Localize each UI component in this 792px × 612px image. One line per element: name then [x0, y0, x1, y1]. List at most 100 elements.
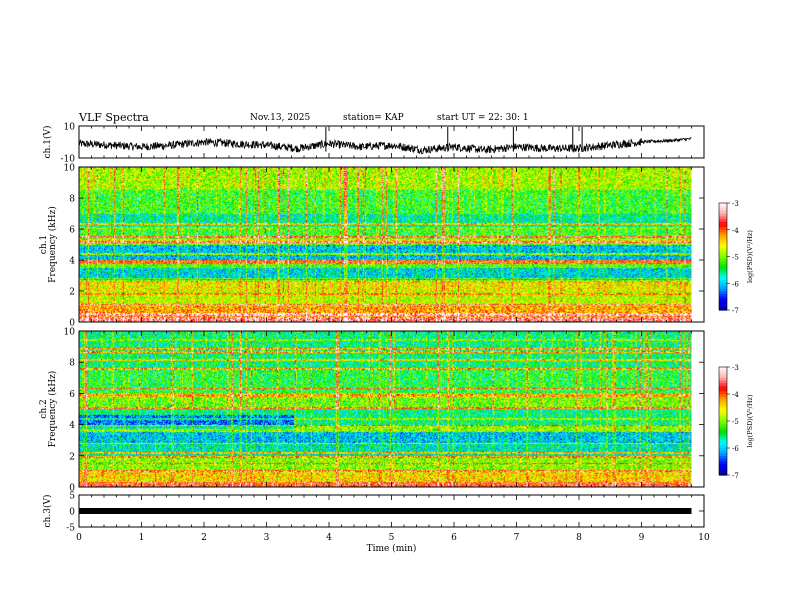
colorbar-segment	[719, 391, 727, 395]
colorbar-tick-label: -4	[732, 227, 739, 235]
colorbar-segment	[719, 466, 727, 471]
y-tick-label: 10	[64, 328, 76, 338]
colorbar-segment	[719, 256, 727, 260]
colorbar-segment	[719, 213, 727, 217]
colorbar-segment	[719, 396, 727, 400]
colorbar-segment	[719, 429, 727, 433]
colorbar-segment	[719, 426, 727, 430]
x-tick-label: 1	[139, 533, 145, 543]
colorbar-segment	[719, 243, 727, 247]
y-tick-label: 5	[69, 492, 75, 502]
y-tick-label: 6	[69, 390, 75, 400]
colorbar-segment	[719, 205, 727, 209]
colorbar-segment	[719, 232, 727, 236]
colorbar-segment	[719, 285, 727, 290]
x-tick-label: 7	[514, 533, 520, 543]
y-axis-label: ch.1	[39, 235, 49, 254]
colorbar-segment	[719, 383, 727, 387]
x-tick-label: 3	[264, 533, 270, 543]
colorbar-segment	[719, 301, 727, 306]
colorbar-segment	[719, 283, 727, 287]
colorbar-segment	[719, 410, 727, 414]
figure-title: VLF Spectra	[79, 111, 149, 124]
colorbar-segment	[719, 445, 727, 449]
colorbar-segment	[719, 275, 727, 279]
colorbar-segment	[719, 264, 727, 268]
colorbar-segment	[719, 245, 727, 250]
x-axis-label: Time (min)	[367, 543, 417, 554]
colorbar-tick-label: -3	[732, 200, 739, 208]
colorbar-segment	[719, 293, 727, 298]
colorbar-segment	[719, 372, 727, 376]
colorbar-segment	[719, 453, 727, 457]
colorbar-segment	[719, 267, 727, 271]
y-axis-label: ch.2	[39, 399, 49, 418]
colorbar-segment	[719, 224, 727, 228]
colorbar-segment	[719, 418, 727, 422]
colorbar-segment	[719, 291, 727, 295]
colorbar-segment	[719, 385, 727, 390]
colorbar-segment	[719, 434, 727, 438]
colorbar-segment	[719, 423, 727, 427]
colorbar-segment	[719, 448, 727, 452]
colorbar: -3 -4 -5 -6 -7 log(PSD)(V²/Hz)	[718, 364, 754, 480]
colorbar-segment	[719, 211, 727, 215]
colorbar-segment	[719, 299, 727, 303]
y-tick-label: 10	[64, 164, 76, 174]
panel-axes-1: 0 2 4 6 8 10 ch.1 Frequency (kHz)	[39, 164, 705, 329]
colorbar-label: log(PSD)(V²/Hz)	[746, 394, 754, 447]
date-label: Nov.13, 2025	[250, 113, 311, 123]
colorbar-tick-label: -7	[732, 307, 739, 315]
colorbar-segment	[719, 458, 727, 463]
y-tick-label: -10	[61, 155, 76, 165]
x-tick-label: 6	[451, 533, 457, 543]
colorbar-tick-label: -5	[732, 418, 739, 426]
colorbar-segment	[719, 367, 727, 371]
colorbar-segment	[719, 464, 727, 468]
colorbar-segment	[719, 304, 727, 308]
x-tick-label: 2	[201, 533, 207, 543]
spectrogram-ch1	[79, 167, 692, 322]
colorbar-segment	[719, 253, 727, 258]
colorbar-segment	[719, 407, 727, 411]
colorbar-segment	[719, 261, 727, 266]
y-tick-label: 4	[69, 421, 75, 431]
colorbar-segment	[719, 235, 727, 239]
colorbar-segment	[719, 269, 727, 274]
colorbar-segment	[719, 399, 727, 403]
colorbar-segment	[719, 296, 727, 300]
spectrogram-ch2	[79, 331, 692, 487]
colorbar-segment	[719, 280, 727, 284]
colorbar-segment	[719, 450, 727, 454]
colorbar-tick-label: -4	[732, 391, 739, 399]
colorbar-segment	[719, 404, 727, 409]
x-tick-label: 5	[389, 533, 395, 543]
colorbar-segment	[719, 277, 727, 282]
y-tick-label: 2	[69, 288, 75, 298]
ch3-signal-band	[79, 508, 692, 514]
colorbar-tick-label: -3	[732, 364, 739, 372]
ch1-waveform-line	[78, 136, 692, 155]
panel-axes-2: 0 2 4 6 8 10 ch.2 Frequency (kHz)	[39, 328, 705, 494]
colorbar-segment	[719, 208, 727, 212]
y-tick-label: 0	[69, 484, 75, 494]
colorbar-segment	[719, 402, 727, 406]
colorbar-segment	[719, 380, 727, 384]
start-time-label: start UT = 22: 30: 1	[437, 113, 529, 123]
colorbar-segment	[719, 229, 727, 234]
colorbar-segment	[719, 431, 727, 436]
y-axis-label: ch.3(V)	[42, 495, 53, 528]
colorbar-segment	[719, 216, 727, 220]
y-tick-label: 0	[69, 319, 75, 329]
colorbar-segment	[719, 456, 727, 460]
colorbar-segment	[719, 227, 727, 231]
colorbar-segment	[719, 439, 727, 444]
colorbar-segment	[719, 203, 727, 207]
panel-axes-0: 10 -10 ch.1(V)	[42, 123, 705, 165]
station-label: station= KAP	[343, 113, 404, 123]
colorbar-segment	[719, 375, 727, 379]
colorbar-segment	[719, 461, 727, 465]
colorbar-segment	[719, 259, 727, 263]
